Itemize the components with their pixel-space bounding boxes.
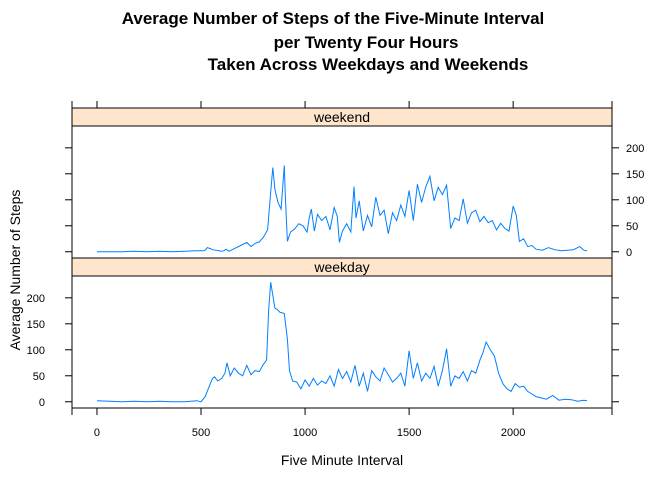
y-axis-label: Average Number of Steps xyxy=(7,190,23,351)
strip-label-weekend: weekend xyxy=(313,109,370,125)
panel-frame-weekday xyxy=(71,275,613,409)
y-tick-label-weekday-100: 100 xyxy=(27,345,45,357)
y-tick-label-weekend-50: 50 xyxy=(626,221,638,233)
strip-label-weekday: weekday xyxy=(313,259,369,275)
y-tick-label-weekend-200: 200 xyxy=(626,143,644,155)
series-line-weekday xyxy=(96,282,588,403)
y-tick-label-weekday-50: 50 xyxy=(33,371,45,383)
chart-title-line-2: per Twenty Four Hours xyxy=(274,33,459,52)
y-tick-label-weekday-200: 200 xyxy=(27,293,45,305)
x-tick-label-1500: 1500 xyxy=(397,427,421,439)
y-tick-label-weekday-150: 150 xyxy=(27,319,45,331)
chart-title-line-3: Taken Across Weekdays and Weekends xyxy=(208,55,529,74)
chart-title-line-1: Average Number of Steps of the Five-Minu… xyxy=(122,9,545,28)
series-line-weekend xyxy=(97,165,588,253)
bottom-panel-weekday: weekday xyxy=(71,257,613,409)
x-tick-label-500: 500 xyxy=(192,427,210,439)
x-tick-label-1000: 1000 xyxy=(293,427,317,439)
panel-frame-weekend xyxy=(71,125,613,259)
x-tick-label-2000: 2000 xyxy=(501,427,525,439)
x-axis-label: Five Minute Interval xyxy=(281,452,403,468)
top-panel-weekend: weekend xyxy=(71,107,613,259)
x-tick-label-0: 0 xyxy=(94,427,100,439)
y-tick-label-weekend-0: 0 xyxy=(626,247,632,259)
y-tick-label-weekend-150: 150 xyxy=(626,169,644,181)
y-tick-label-weekend-100: 100 xyxy=(626,195,644,207)
chart-title: Average Number of Steps of the Five-Minu… xyxy=(122,9,545,74)
y-tick-label-weekday-0: 0 xyxy=(39,397,45,409)
